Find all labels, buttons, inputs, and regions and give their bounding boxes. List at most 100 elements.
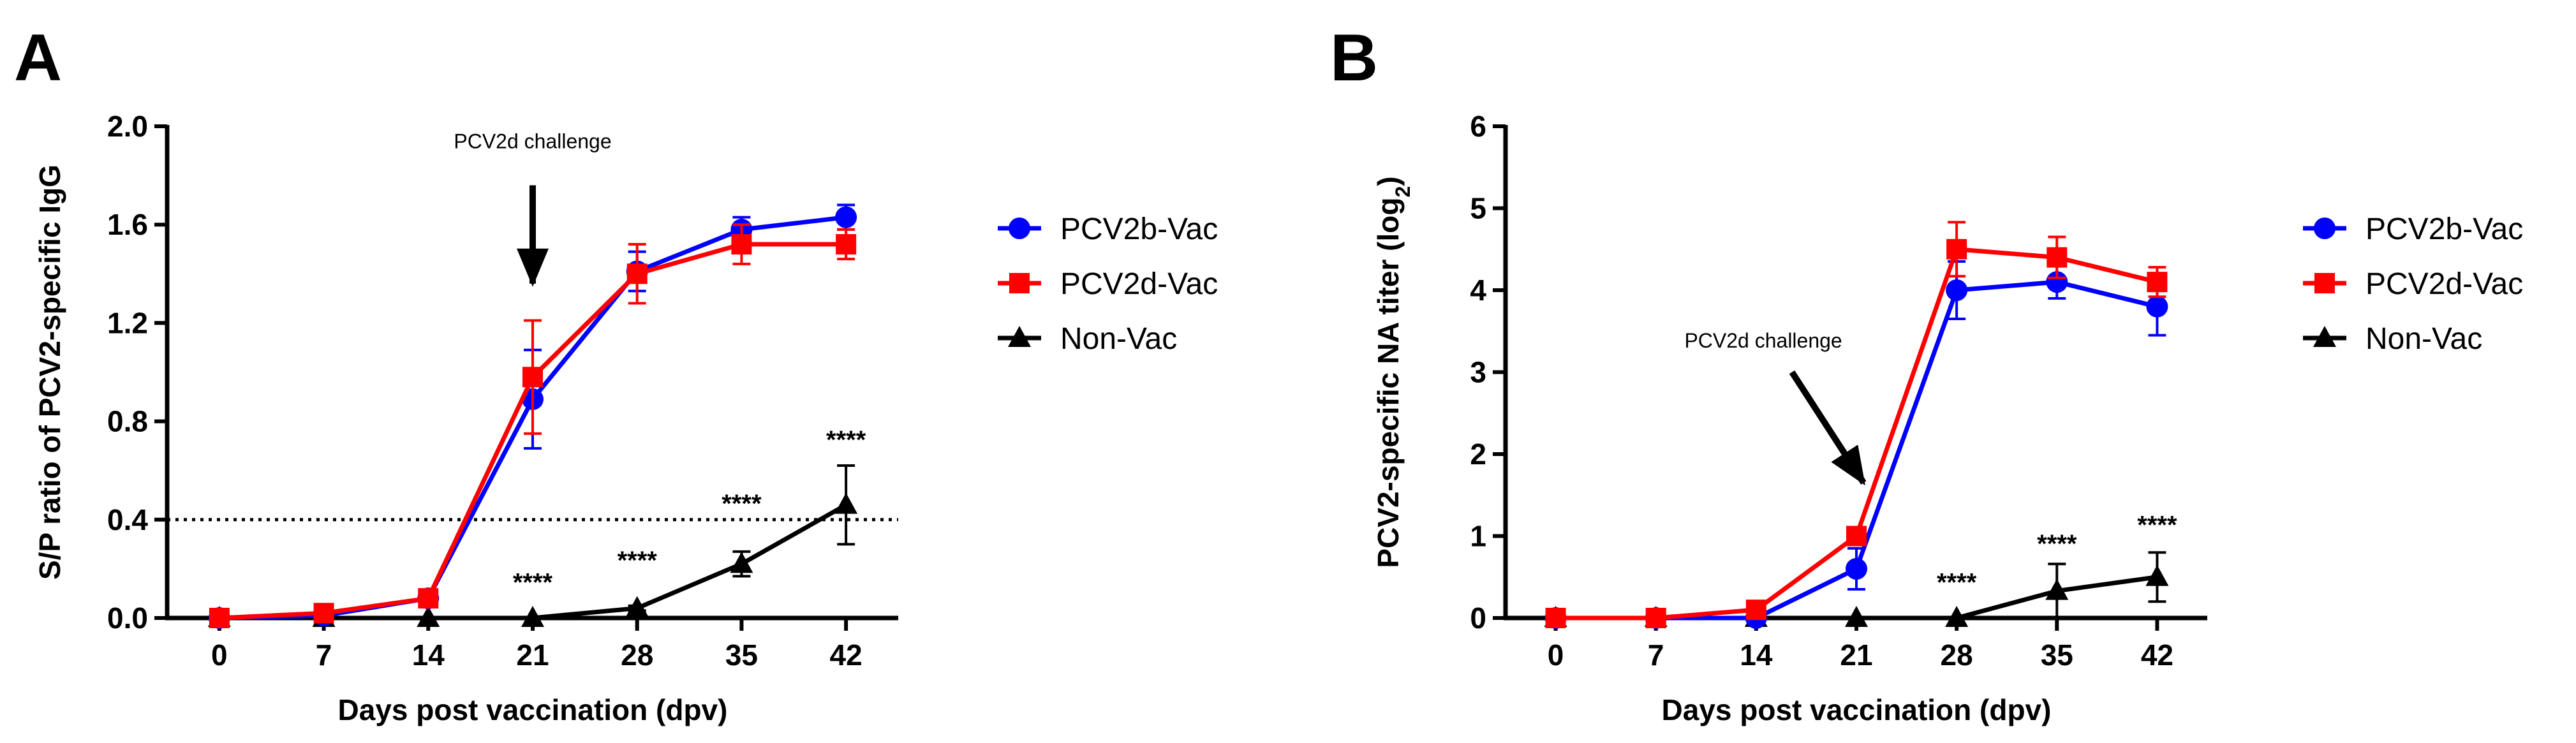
challenge-annotation-label: PCV2d challenge [454,130,611,153]
y-tick-label: 1 [1470,520,1486,553]
series-pcv2d-vac [209,223,857,628]
data-point [522,367,543,388]
data-point [1946,279,1968,301]
y-axis-title: PCV2-specific NA titer (log2) [1372,176,1414,568]
legend-label: PCV2b-Vac [1060,212,1218,246]
data-point [1946,239,1967,260]
data-point [836,234,857,255]
legend-marker [2313,326,2336,347]
x-tick-label: 42 [2141,638,2173,672]
y-tick-label: 2 [1470,438,1486,471]
series-pcv2b-vac [1544,260,2168,629]
y-tick-label: 4 [1470,274,1486,307]
panel-b: B 0 1 2 3 4 5 6 0 7 14 21 28 35 42 PCV2d challenge **… [1330,21,2523,726]
data-point [2146,295,2168,318]
significance-group: **** **** **** [1937,511,2177,597]
legend-label: PCV2d-Vac [1060,267,1218,301]
y-axis-title-main: PCV2-specific NA titer (log [1372,198,1405,568]
data-point [731,234,752,255]
significance-stars: **** [618,547,658,575]
legend-item-non-vac: Non-Vac [998,322,1177,356]
y-tick-label: 5 [1470,192,1486,225]
x-tick-label: 0 [211,638,228,672]
legend-marker [2314,217,2335,239]
x-tick-label: 35 [725,638,758,672]
data-point [1846,557,1867,580]
challenge-annotation-label: PCV2d challenge [1684,329,1842,352]
legend: PCV2b-Vac PCV2d-Vac Non-Vac [998,212,1218,356]
legend-marker [2314,273,2335,293]
legend-item-pcv2b-vac: PCV2b-Vac [2303,212,2523,246]
y-tick-label: 1.2 [107,306,148,339]
y-axis-title-subscript: 2 [1391,186,1414,198]
data-point [1645,608,1666,628]
panel-label: B [1330,21,1378,95]
legend: PCV2b-Vac PCV2d-Vac Non-Vac [2303,212,2523,356]
legend-marker [1009,273,1030,293]
series-group [1544,221,2169,629]
x-tick-label: 21 [1840,638,1872,672]
legend-marker [1009,217,1030,239]
annotation-group: PCV2d challenge [454,130,612,287]
data-point [2047,247,2068,268]
panel-a: A 0.0 0.4 0.8 1.2 1.6 2.0 0 7 14 21 28 35 42 PCV2d c… [14,21,1218,726]
legend-item-pcv2b-vac: PCV2b-Vac [998,212,1218,246]
data-point [417,606,440,627]
x-tick-label: 0 [1548,638,1564,672]
x-axis-title: Days post vaccination (dpv) [338,693,728,726]
data-point [625,596,649,617]
significance-stars: **** [826,426,866,454]
legend-label: Non-Vac [2365,322,2482,356]
legend-label: Non-Vac [1060,322,1177,356]
x-tick-label: 42 [830,638,862,672]
significance-stars: **** [722,490,762,518]
data-point [1745,600,1766,621]
x-tick-label: 35 [2041,638,2073,672]
significance-stars: **** [1937,569,1977,597]
significance-stars: **** [513,569,553,597]
y-tick-label: 3 [1470,356,1486,389]
significance-stars: **** [2037,530,2077,558]
x-tick-label: 28 [621,638,653,672]
data-point [835,206,857,228]
x-axis-title: Days post vaccination (dpv) [1662,693,2052,726]
legend-item-pcv2d-vac: PCV2d-Vac [2303,267,2523,301]
data-point [1846,526,1867,547]
data-point [2145,564,2169,586]
legend-marker [1008,326,1031,347]
y-tick-label: 6 [1470,110,1486,143]
data-point [2045,578,2069,600]
legend-item-pcv2d-vac: PCV2d-Vac [998,267,1218,301]
data-point [418,588,439,609]
legend-label: PCV2b-Vac [2365,212,2523,246]
x-tick-label: 21 [516,638,549,672]
series-group [207,203,858,629]
axes: 0.0 0.4 0.8 1.2 1.6 2.0 0 7 14 21 28 35 42 [107,110,898,672]
x-tick-label: 7 [316,638,332,672]
y-tick-label: 0.4 [107,503,148,536]
significance-stars: **** [2137,511,2177,540]
y-axis-title-main: S/P ratio of PCV2-specific IgG [33,165,66,580]
significance-group: **** **** **** **** [513,426,866,597]
data-point [2046,271,2068,293]
y-axis-title: S/P ratio of PCV2-specific IgG [33,165,66,580]
legend-item-non-vac: Non-Vac [2303,322,2482,356]
data-point [521,606,544,627]
data-point [2147,272,2168,293]
data-point [834,492,858,514]
data-point [1845,606,1868,627]
panel-label: A [14,21,62,95]
challenge-arrow [1789,370,1867,486]
series-pcv2d-vac [1545,221,2168,628]
y-tick-label: 0.8 [107,405,148,438]
y-tick-label: 0 [1470,601,1486,635]
data-point [1545,608,1566,628]
annotation-group: PCV2d challenge [1684,329,1867,486]
series-line [219,503,847,621]
data-point [730,552,753,573]
data-point [313,603,334,624]
y-tick-label: 0.0 [107,601,148,635]
y-tick-label: 2.0 [107,110,148,143]
x-tick-label: 28 [1941,638,1973,672]
